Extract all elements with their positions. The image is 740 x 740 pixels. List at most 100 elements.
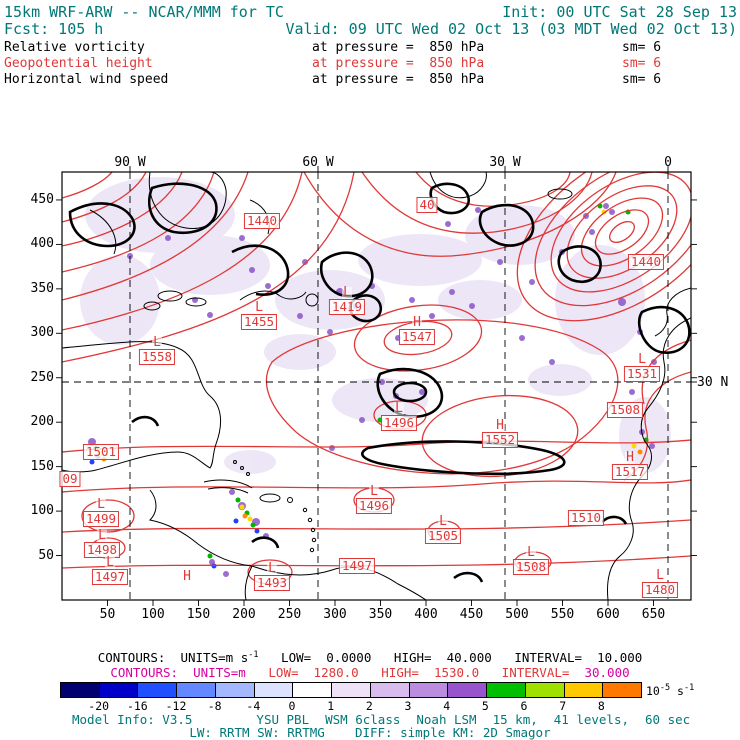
x-axis-tick-label: 550 <box>550 607 575 622</box>
y-axis-tick-label: 250 <box>30 369 54 385</box>
height-center-marker: L 1505 <box>424 515 462 544</box>
init-time: Init: 00 UTC Sat 28 Sep 13 <box>502 3 737 21</box>
x-axis-tick-label: 50 <box>99 607 116 622</box>
height-center-marker: 1440 <box>627 254 665 270</box>
height-value-box: 1497 <box>91 569 129 585</box>
legend-token: 30.000 <box>569 665 630 680</box>
colorbar-tick-label: 2 <box>365 699 373 713</box>
colorbar-tick-label: -12 <box>165 699 187 713</box>
field-level: at pressure = 850 hPa <box>312 72 485 87</box>
colorbar-segment <box>409 683 449 697</box>
colorbar-segment <box>61 683 100 697</box>
x-axis-tick-label: 250 <box>277 607 302 622</box>
colorbar-tick-label: 7 <box>559 699 567 713</box>
pressure-center-letter: L <box>152 335 162 350</box>
height-value-box: 1510 <box>567 510 605 526</box>
height-value-box: 1440 <box>627 254 665 270</box>
pressure-center-letter: H <box>412 315 422 330</box>
height-value-box: 1508 <box>606 402 644 418</box>
height-center-marker: 40 <box>416 197 438 213</box>
y-axis-tick-label: 450 <box>30 191 54 207</box>
colorbar-tick-label: 4 <box>443 699 451 713</box>
colorbar-segment <box>215 683 255 697</box>
height-center-marker: 1497 <box>338 558 376 574</box>
field-level: at pressure = 850 hPa <box>312 56 485 71</box>
pressure-center-letter: L <box>637 352 647 367</box>
x-axis-tick-label: 400 <box>414 607 438 622</box>
map-frame <box>61 171 692 601</box>
valid-time: Valid: 09 UTC Wed 02 Oct 13 (03 MDT Wed … <box>285 20 737 38</box>
colorbar-tick-label: 1 <box>327 699 335 713</box>
height-value-box: 1517 <box>611 464 649 480</box>
pressure-center-letter: L <box>254 300 264 315</box>
height-value-box: 1501 <box>82 444 120 460</box>
height-center-marker: L 1499 <box>82 498 120 527</box>
colorbar-tick-label: 8 <box>597 699 605 713</box>
height-center-marker: L 1496 <box>380 402 418 431</box>
coastlines <box>62 172 691 600</box>
height-value-box: 1499 <box>82 511 120 527</box>
field-name: Relative vorticity <box>4 40 145 55</box>
field-level: at pressure = 850 hPa <box>312 40 485 55</box>
legend-token: -1 <box>248 650 259 660</box>
x-axis-tick-label: 150 <box>186 607 211 622</box>
longitude-label: 0 <box>664 155 672 170</box>
model-config-item: YSU PBL <box>256 712 310 727</box>
y-axis-tick-label: 400 <box>30 236 54 252</box>
x-axis-tick-label: 650 <box>641 607 666 622</box>
header-line-1: 15km WRF-ARW -- NCAR/MMM for TC Init: 00… <box>0 3 740 21</box>
height-value-box: 1505 <box>424 528 462 544</box>
y-axis-tick-label: 300 <box>30 325 54 341</box>
colorbar-tick-label: 5 <box>481 699 489 713</box>
height-center-marker: H 1517 <box>611 451 649 480</box>
colorbar-segment <box>487 683 526 697</box>
pressure-center-letter: L <box>369 484 379 499</box>
height-center-marker: L 1493 <box>253 561 291 591</box>
y-axis-tick-label: 200 <box>30 414 54 430</box>
pressure-center-letter: H <box>182 569 192 584</box>
model-info-line-1: Model Info: V3.5 YSU PBL WSM 6class Noah LS… <box>72 712 690 727</box>
height-value-box: 1531 <box>623 366 661 382</box>
colorbar-segment <box>525 683 565 697</box>
y-axis-tick-label: 350 <box>30 280 54 296</box>
x-axis-tick-label: 100 <box>141 607 165 622</box>
colorbar-segment <box>254 683 294 697</box>
latitude-label: 30 N <box>697 375 729 390</box>
pressure-center-letter: L <box>267 561 277 576</box>
colorbar-unit-label: 10-5 s-1 <box>646 683 695 698</box>
colorbar-segment <box>138 683 178 697</box>
x-axis-tick-label: 450 <box>459 607 484 622</box>
y-axis-tick-label: 50 <box>38 547 54 563</box>
colorbar-segment <box>332 683 371 697</box>
y-axis-tick-label: 100 <box>30 503 54 519</box>
vorticity-colorbar <box>60 682 642 698</box>
height-value-box: 1547 <box>398 329 436 345</box>
pressure-center-letter: L <box>105 555 115 570</box>
height-center-marker: L 1496 <box>355 484 393 514</box>
field-name: Horizontal wind speed <box>4 72 169 87</box>
header-line-2: Fcst: 105 h Valid: 09 UTC Wed 02 Oct 13 … <box>0 20 740 38</box>
height-value-box: 1455 <box>240 314 278 330</box>
height-value-box: 1493 <box>253 575 291 591</box>
colorbar-tick-label: 6 <box>520 699 528 713</box>
colorbar-tick-label: 3 <box>404 699 412 713</box>
field-row: Horizontal wind speed at pressure = 850 h… <box>0 72 740 87</box>
height-center-marker: L 1480 <box>641 569 679 598</box>
model-config-item: 60 sec <box>645 712 691 727</box>
height-center-marker: 1440 <box>243 213 281 229</box>
colorbar-tick-label: -16 <box>126 699 148 713</box>
pressure-center-letter: L <box>97 528 107 543</box>
height-value-box: 1497 <box>338 558 376 574</box>
field-smoothing: sm= 6 <box>622 40 662 55</box>
longitude-label: 60 W <box>302 155 334 170</box>
model-config-item: Model Info: V3.5 <box>72 712 193 727</box>
model-info-line-2: LW: RRTM SW: RRTMG DIFF: simple KM: 2D S… <box>189 725 551 740</box>
colorbar-segment <box>99 683 139 697</box>
longitude-label: 90 W <box>114 155 146 170</box>
colorbar-segment <box>370 683 410 697</box>
height-center-marker: L 1508 <box>512 546 550 575</box>
height-value-box: 1552 <box>481 432 519 448</box>
model-config-item: 15 km, <box>492 712 538 727</box>
field-row: Geopotential height at pressure = 850 hPa… <box>0 56 740 71</box>
